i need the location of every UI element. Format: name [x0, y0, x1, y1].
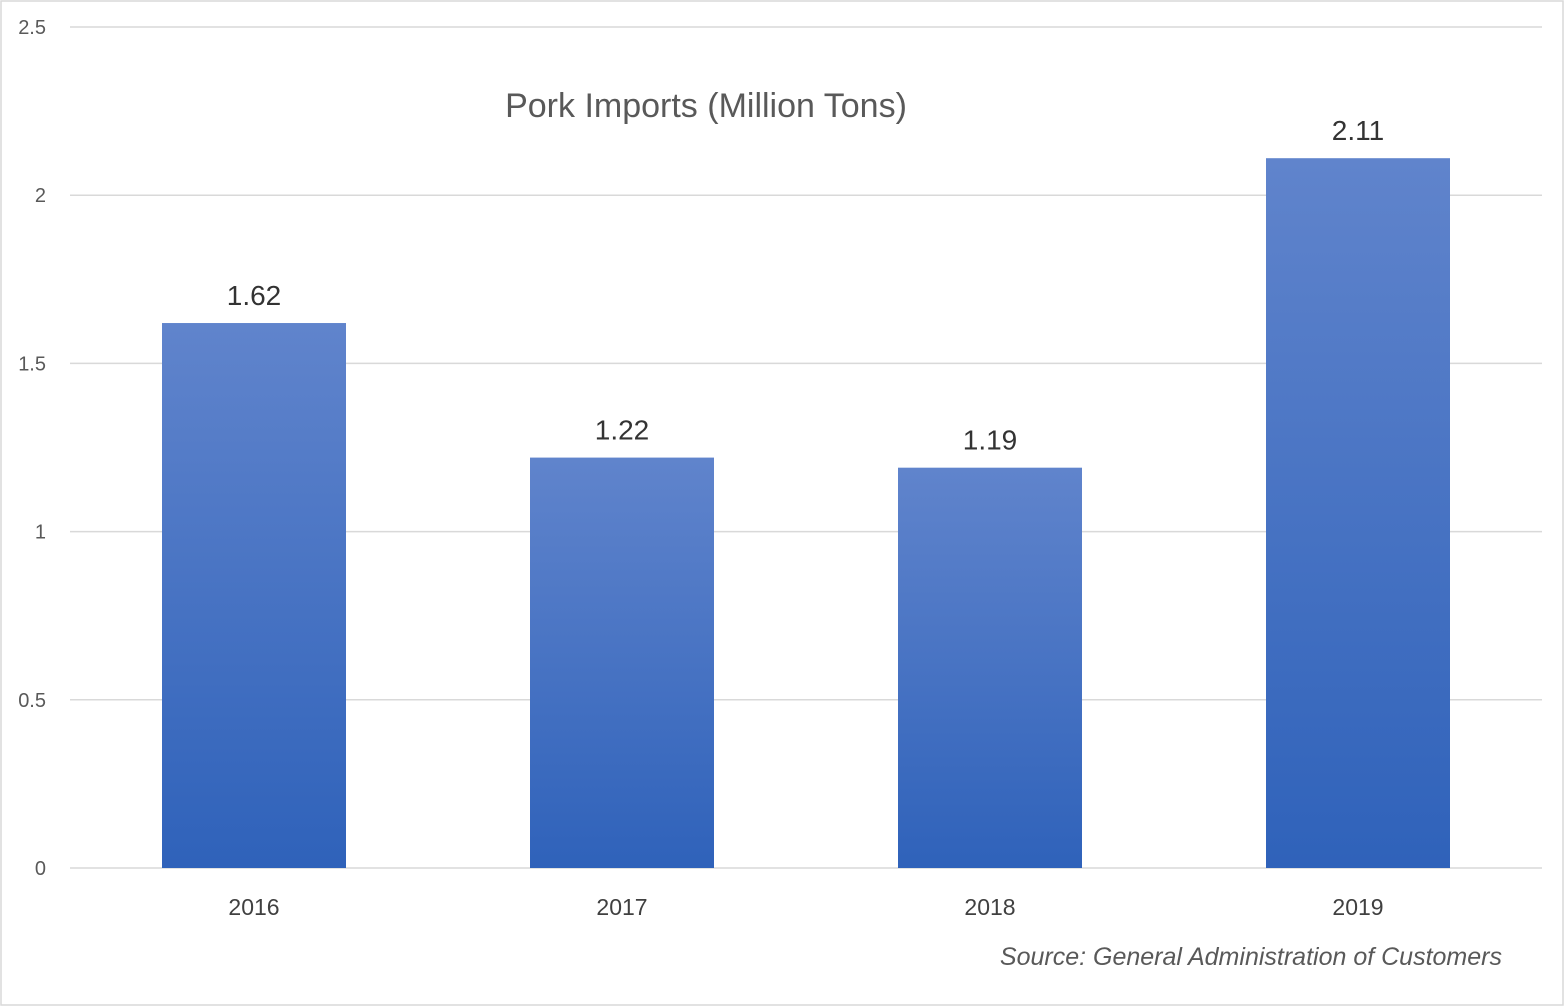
- x-category-label-2017: 2017: [596, 894, 647, 920]
- source-note: Source: General Administration of Custom…: [1000, 943, 1502, 971]
- data-labels: 1.62 1.22 1.19 2.11: [227, 115, 1384, 455]
- y-tick-label: 2: [35, 185, 46, 207]
- y-tick-label: 1: [35, 522, 46, 544]
- data-label-2017: 1.22: [595, 415, 650, 446]
- bars: [162, 158, 1450, 869]
- x-category-label-2016: 2016: [228, 894, 279, 920]
- bar-2018: [898, 467, 1082, 868]
- y-tick-label: 1.5: [18, 353, 46, 375]
- bar-2017: [530, 457, 714, 868]
- y-tick-label: 0: [35, 858, 46, 880]
- y-axis-tick-labels: 0 0.5 1 1.5 2 2.5: [18, 17, 46, 880]
- data-label-2016: 1.62: [227, 280, 282, 311]
- x-axis-category-labels: 2016 2017 2018 2019: [228, 894, 1383, 920]
- chart-title: Pork Imports (Million Tons): [505, 87, 907, 125]
- y-tick-label: 0.5: [18, 690, 46, 712]
- bar-2019: [1266, 158, 1450, 869]
- y-tick-label: 2.5: [18, 17, 46, 39]
- x-category-label-2018: 2018: [964, 894, 1015, 920]
- data-label-2018: 1.19: [963, 425, 1018, 456]
- data-label-2019: 2.11: [1332, 115, 1384, 146]
- x-category-label-2019: 2019: [1332, 894, 1383, 920]
- bar-2016: [162, 323, 346, 869]
